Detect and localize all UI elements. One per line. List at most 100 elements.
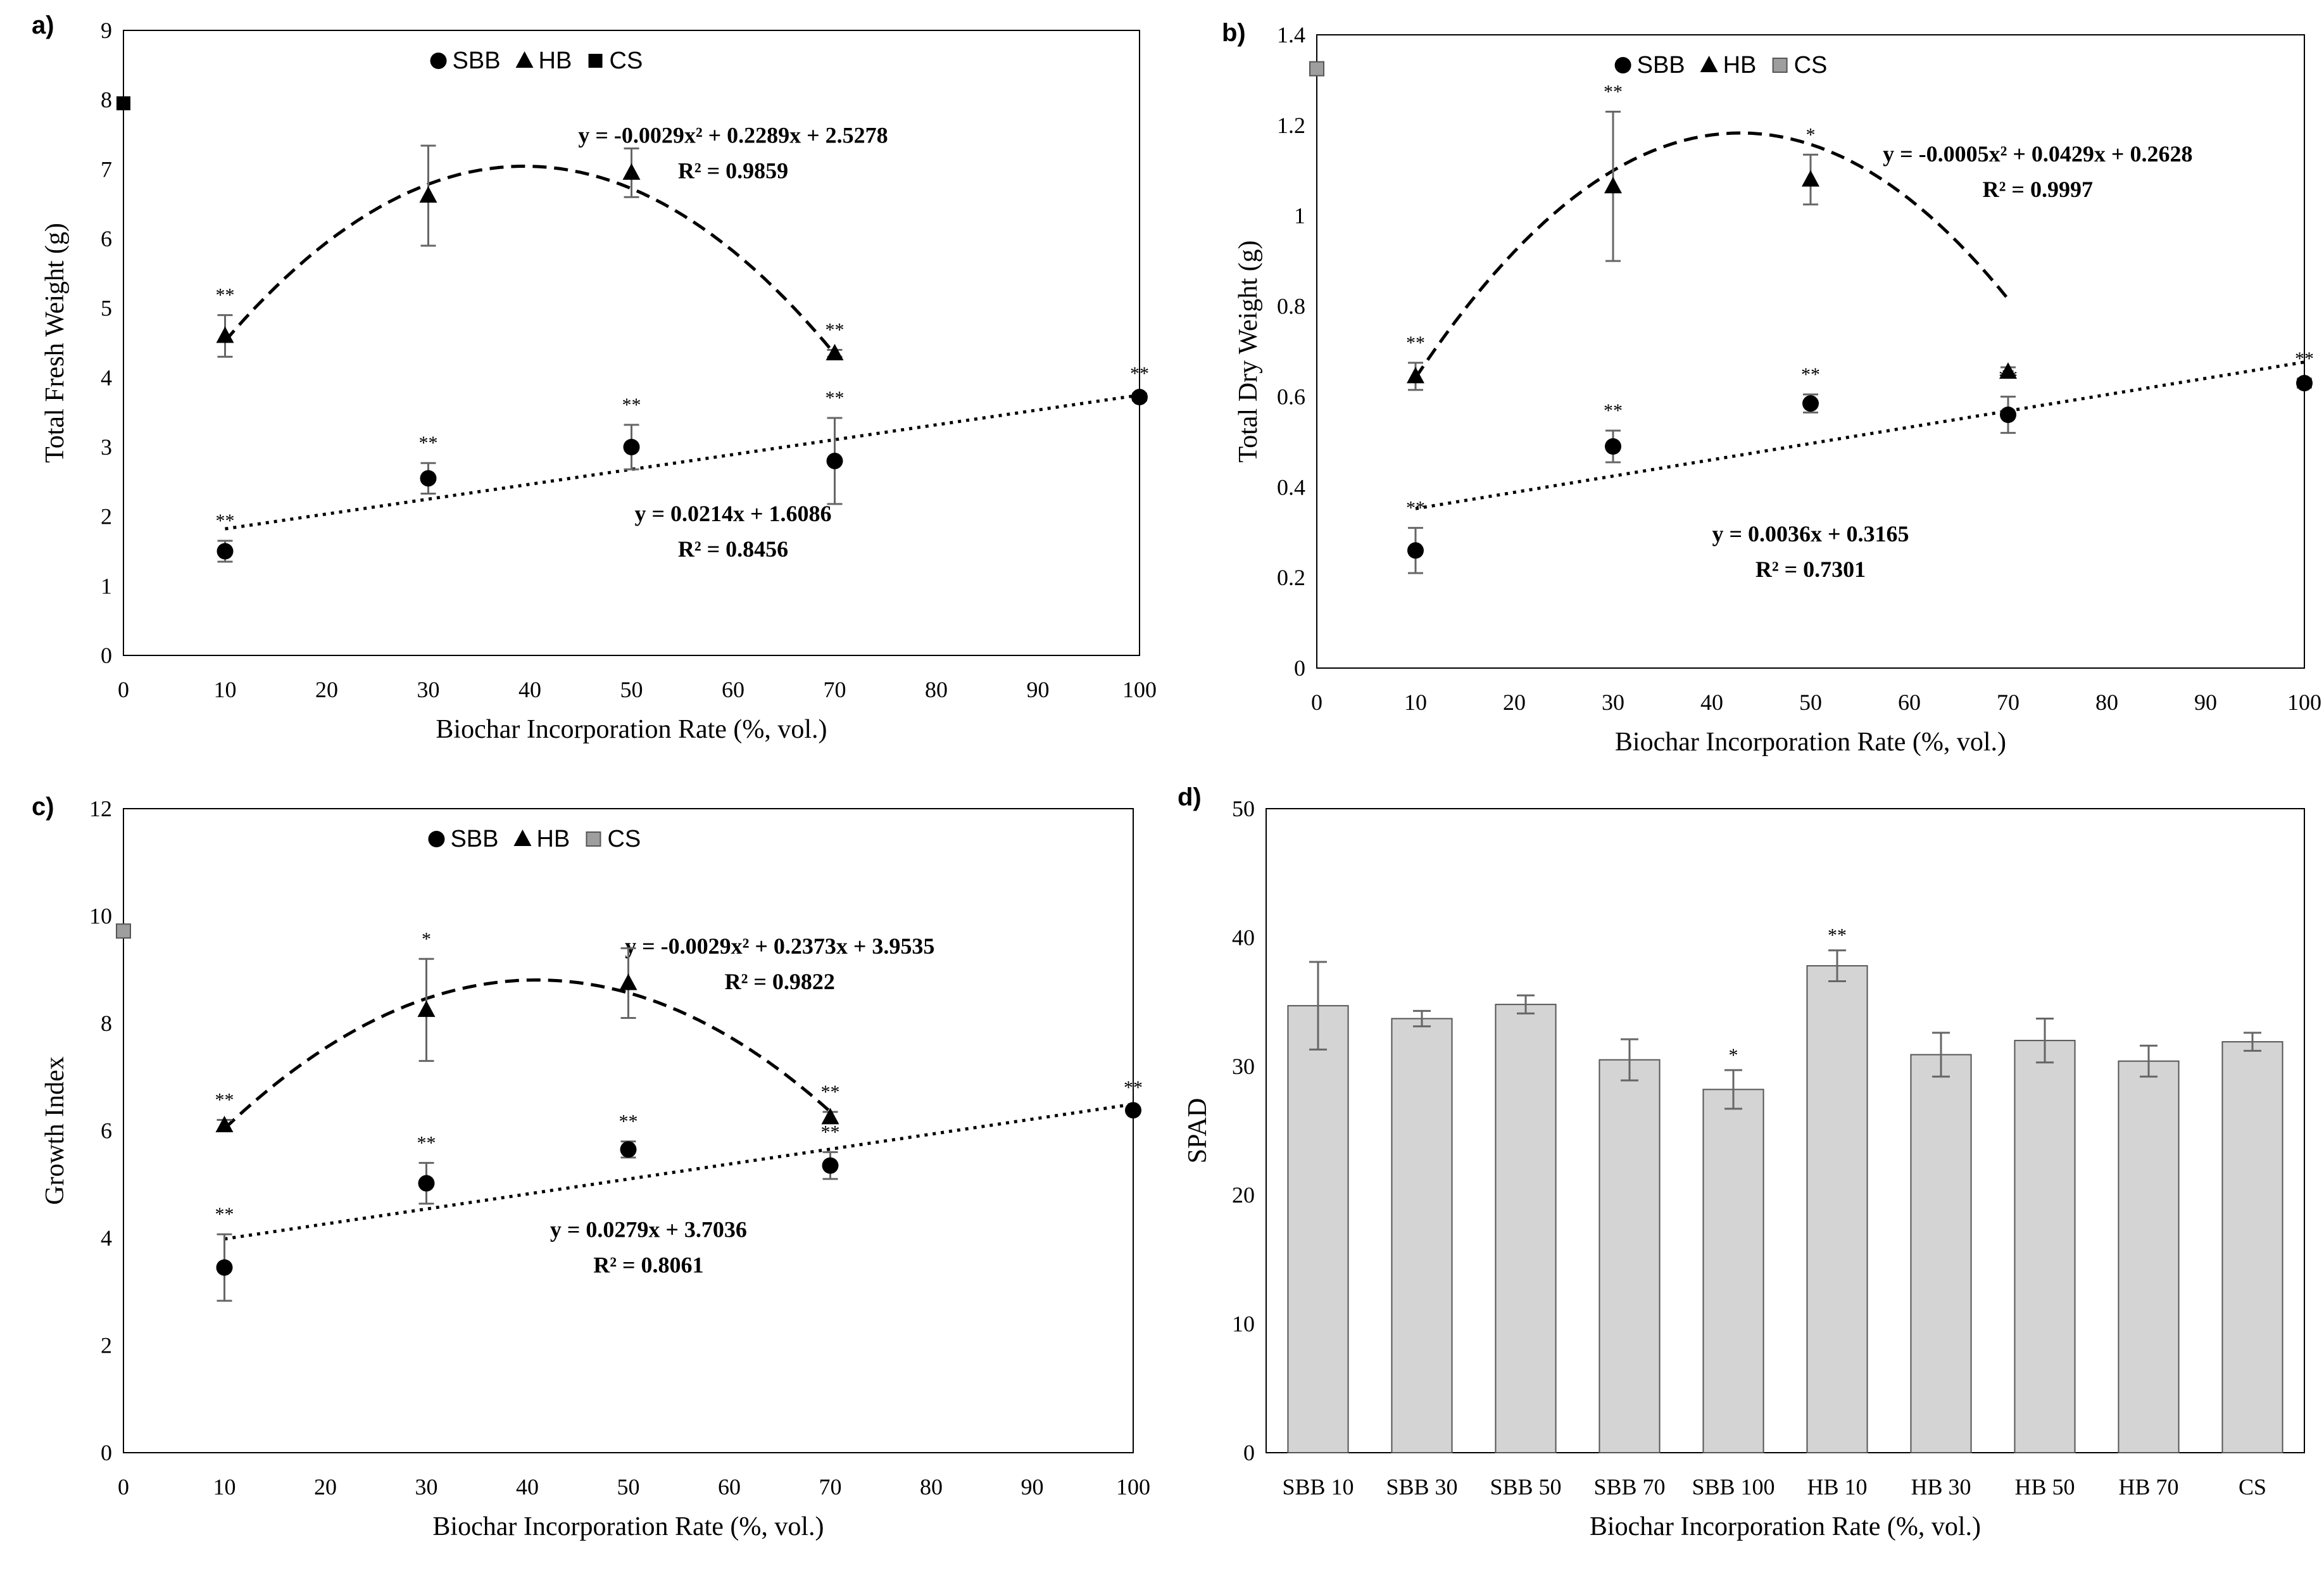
legend-marker xyxy=(586,831,601,847)
data-point xyxy=(116,923,131,939)
legend-label: CS xyxy=(610,47,643,74)
data-point xyxy=(826,343,844,360)
y-tick-label: 2 xyxy=(101,1333,112,1358)
data-point xyxy=(420,470,437,487)
bar-group xyxy=(1495,994,1557,1453)
data-point xyxy=(216,1259,233,1276)
hb-fit-curve xyxy=(223,165,836,355)
legend-label: CS xyxy=(1794,52,1828,79)
legend-label: CS xyxy=(607,826,641,852)
significance-label: * xyxy=(1806,124,1816,145)
significance-label: * xyxy=(1729,1045,1738,1066)
y-tick-label: 10 xyxy=(1232,1311,1255,1337)
data-point-group xyxy=(419,144,437,247)
panel-b-letter: b) xyxy=(1222,19,1246,47)
bar xyxy=(1806,965,1868,1453)
x-tick-label: 30 xyxy=(415,1474,438,1500)
panel-c: c) 0 2 4 6 8 10 12 Growth Index Biochar Incorpor… xyxy=(0,786,1165,1573)
bar-group xyxy=(1910,1032,1972,1453)
bar xyxy=(1599,1059,1661,1453)
x-tick-label: 70 xyxy=(824,677,846,702)
significance-label: ** xyxy=(821,1082,840,1102)
data-point-group: ** xyxy=(826,388,845,505)
data-point-group: ** xyxy=(1604,81,1623,262)
chart-d: 0 10 20 30 40 50 SPAD Biochar Incorporation Rat… xyxy=(1183,796,2305,1541)
bar xyxy=(2014,1040,2076,1453)
y-tick-label: 6 xyxy=(101,1118,112,1144)
y-tick-label: 0 xyxy=(1243,1440,1255,1465)
data-point xyxy=(1999,362,2017,379)
bar xyxy=(1910,1054,1972,1453)
sbb-fit-line xyxy=(224,1102,1134,1241)
data-point xyxy=(418,1175,435,1192)
data-point xyxy=(1407,367,1424,384)
y-tick-label: 40 xyxy=(1232,925,1255,950)
x-tick-label: 20 xyxy=(1503,690,1526,715)
data-point xyxy=(1802,170,1819,187)
significance-label: ** xyxy=(826,388,845,408)
x-tick-label: HB 30 xyxy=(1911,1474,1971,1500)
fit-equation: y = 0.0214x + 1.6086 xyxy=(634,501,831,526)
legend-label: SBB xyxy=(1637,52,1685,79)
bar-group xyxy=(2118,1044,2180,1453)
x-tick-label: 40 xyxy=(516,1474,539,1500)
fit-r2: R² = 0.8456 xyxy=(678,536,788,562)
significance-label: ** xyxy=(216,285,235,306)
panel-a-letter: a) xyxy=(32,11,54,39)
y-tick-label: 6 xyxy=(101,226,112,251)
fit-equation: y = -0.0005x² + 0.0429x + 0.2628 xyxy=(1883,141,2192,167)
panel-d: d) 0 10 20 30 40 50 SPAD Biochar Incorporation … xyxy=(1165,783,2324,1573)
data-point-group: ** xyxy=(215,1204,234,1302)
data-point-group xyxy=(1309,61,1324,77)
significance-label: ** xyxy=(619,1111,638,1132)
fit-r2: R² = 0.7301 xyxy=(1756,557,1866,582)
y-tick-label: 0.2 xyxy=(1277,565,1305,590)
data-point xyxy=(1802,395,1819,412)
y-tick-label: 1 xyxy=(101,573,112,598)
bar xyxy=(1702,1089,1764,1453)
y-tick-label: 1.4 xyxy=(1277,22,1305,47)
y-tick-label: 4 xyxy=(101,1225,112,1251)
significance-label: ** xyxy=(215,1204,234,1225)
x-tick-label: SBB 30 xyxy=(1386,1474,1457,1500)
fit-r2: R² = 0.9997 xyxy=(1983,177,2093,202)
x-tick-label: SBB 10 xyxy=(1282,1474,1354,1500)
bar xyxy=(1495,1004,1557,1453)
data-point-group: ** xyxy=(1406,498,1425,574)
data-point xyxy=(216,326,234,343)
plot-frame xyxy=(123,30,1140,656)
bar-group xyxy=(1287,961,1349,1453)
data-point xyxy=(215,1116,234,1133)
legend-marker xyxy=(588,54,603,68)
legend-marker xyxy=(1772,58,1788,73)
data-point-group: ** xyxy=(1406,332,1425,391)
x-axis-title: Biochar Incorporation Rate (%, vol.) xyxy=(432,1512,824,1541)
y-tick-label: 50 xyxy=(1232,796,1255,821)
y-tick-label: 3 xyxy=(101,434,112,460)
legend-label: SBB xyxy=(453,47,501,74)
data-point xyxy=(419,186,437,203)
data-point xyxy=(1605,438,1621,455)
x-tick-label: 70 xyxy=(1997,690,2019,715)
y-tick-label: 8 xyxy=(101,87,112,113)
x-tick-label: 90 xyxy=(1021,1474,1044,1500)
x-tick-label: 100 xyxy=(2287,690,2321,715)
x-tick-label: 30 xyxy=(1602,690,1624,715)
x-tick-label: 50 xyxy=(620,677,643,702)
x-tick-label: 50 xyxy=(617,1474,640,1500)
x-tick-label: 80 xyxy=(920,1474,943,1500)
fit-equation: y = -0.0029x² + 0.2289x + 2.5278 xyxy=(578,123,888,148)
data-point-group: ** xyxy=(821,1121,840,1180)
chart-b: 0 0.2 0.4 0.6 0.8 1 1.2 1.4 Total Dry Weight (g)… xyxy=(1234,22,2321,757)
significance-label: ** xyxy=(419,433,438,453)
data-point-group: ** xyxy=(1124,1077,1143,1119)
significance-label: ** xyxy=(622,395,641,415)
legend-marker xyxy=(1700,56,1718,72)
x-axis-title: Biochar Incorporation Rate (%, vol.) xyxy=(1615,728,2006,757)
data-point-group: ** xyxy=(622,395,641,471)
data-point xyxy=(2000,407,2016,423)
y-tick-label: 20 xyxy=(1232,1182,1255,1208)
y-tick-label: 0 xyxy=(101,643,112,668)
significance-label: ** xyxy=(1604,400,1623,421)
x-tick-label: 60 xyxy=(722,677,744,702)
